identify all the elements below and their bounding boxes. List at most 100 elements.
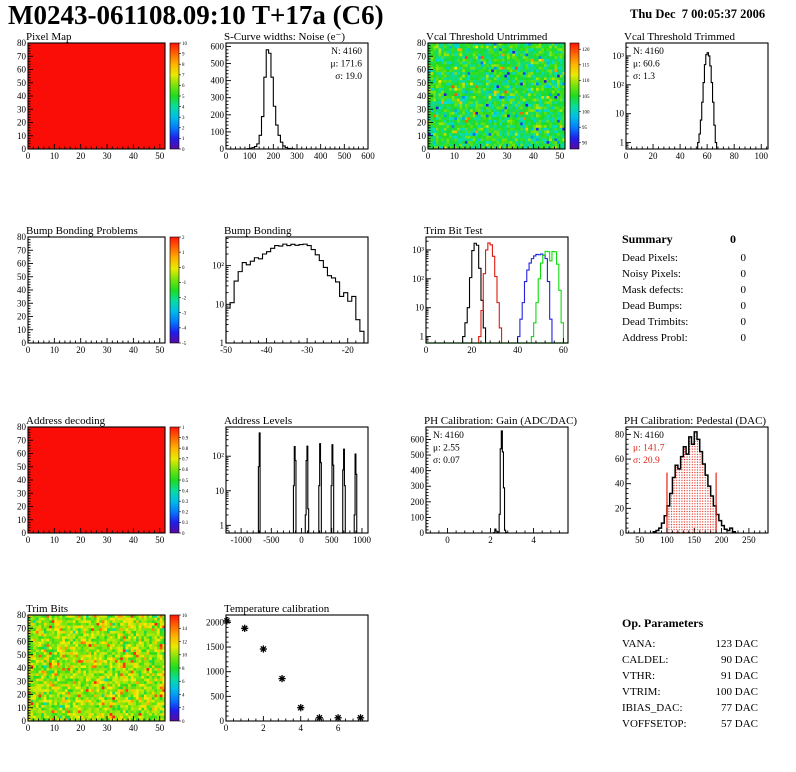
address-decoding-ytick: 60 bbox=[17, 449, 27, 459]
summary-label: Dead Trimbits: bbox=[622, 316, 689, 328]
vcal-threshold-trimmed-ytick: 10 bbox=[615, 109, 625, 119]
address-decoding-colorbar-label: 1 bbox=[182, 426, 185, 431]
vcal-threshold-untrimmed-colorbar-label: 95 bbox=[582, 126, 588, 131]
ph-calibration-pedestal-xtick: 150 bbox=[688, 535, 702, 545]
bump-bonding-problems-colorbar-label: -5 bbox=[182, 342, 187, 347]
ph-calibration-gain-ytick: 400 bbox=[411, 466, 425, 476]
bump-bonding-problems-ytick: 70 bbox=[17, 245, 27, 255]
trim-bit-test-series-2 bbox=[517, 253, 553, 343]
temperature-calibration-ytick: 500 bbox=[211, 691, 225, 701]
op-parameter-value: 123 DAC bbox=[715, 638, 758, 650]
temperature-calibration-ytick: 1500 bbox=[206, 642, 225, 652]
address-decoding-xtick: 20 bbox=[76, 535, 86, 545]
trim-bits-ytick: 50 bbox=[17, 650, 27, 660]
pixel-map-ytick: 60 bbox=[17, 65, 27, 75]
summary-value: 0 bbox=[740, 252, 747, 264]
ph-calibration-gain-stat: N: 4160 bbox=[433, 431, 464, 441]
ph-calibration-gain-ytick: 200 bbox=[411, 497, 425, 507]
op-parameter-value: 57 DAC bbox=[721, 718, 758, 730]
pixel-map-xtick: 40 bbox=[129, 151, 139, 161]
scurve-noise-stat: μ: 171.6 bbox=[331, 60, 363, 70]
bump-bonding-problems-title: Bump Bonding Problems bbox=[26, 225, 138, 237]
data-point-asterisk bbox=[357, 714, 364, 721]
op-parameter-value: 90 DAC bbox=[721, 654, 758, 666]
address-levels-xtick: -1000 bbox=[231, 535, 252, 545]
address-decoding-colorbar-label: 0.8 bbox=[182, 447, 189, 452]
ph-calibration-pedestal-stat: N: 4160 bbox=[633, 431, 664, 441]
summary-row: Mask defects: 0 bbox=[622, 282, 746, 298]
bump-bonding-problems-ytick: 10 bbox=[17, 325, 27, 335]
bump-bonding-problems-xtick: 20 bbox=[76, 345, 86, 355]
pixel-map-ytick: 0 bbox=[22, 144, 27, 154]
bump-bonding-problems-ytick: 40 bbox=[17, 285, 27, 295]
vcal-threshold-untrimmed-ytick: 20 bbox=[417, 118, 427, 128]
pixel-map-ytick: 40 bbox=[17, 91, 27, 101]
chart-vcal-threshold-untrimmed: Vcal Threshold Untrimmed1201151101051009… bbox=[417, 31, 590, 161]
vcal-threshold-untrimmed-colorbar-label: 115 bbox=[582, 64, 590, 69]
trim-bits-colorbar-label: 4 bbox=[182, 693, 185, 698]
trim-bits-title: Trim Bits bbox=[26, 603, 68, 615]
ph-calibration-gain-title: PH Calibration: Gain (ADC/DAC) bbox=[424, 415, 577, 427]
ph-calibration-pedestal-ytick: 0 bbox=[620, 528, 625, 538]
ph-calibration-pedestal-stat: μ: 141.7 bbox=[633, 444, 665, 454]
address-decoding-ytick: 80 bbox=[17, 422, 27, 432]
trim-bits-colorbar-label: 12 bbox=[182, 640, 188, 645]
bump-bonding-problems-colorbar bbox=[169, 236, 180, 344]
address-decoding-colorbar-label: 0.7 bbox=[182, 458, 189, 463]
pixel-map-xtick: 30 bbox=[103, 151, 113, 161]
pixel-map-colorbar-label: 0 bbox=[182, 148, 185, 153]
scurve-noise-ytick: 500 bbox=[211, 59, 225, 69]
chart-bump-bonding: Bump Bonding -50 -40 -30 -20 1 10 10² bbox=[212, 225, 369, 355]
trim-bit-test-ytick: 10 bbox=[415, 303, 425, 313]
bump-bonding-problems-xtick: 30 bbox=[103, 345, 113, 355]
timestamp: Thu Dec 7 00:05:37 2006 bbox=[630, 7, 766, 21]
pixel-map-title: Pixel Map bbox=[26, 31, 72, 43]
vcal-threshold-untrimmed-colorbar bbox=[569, 42, 580, 150]
scurve-noise-title: S-Curve widths: Noise (e⁻) bbox=[224, 31, 345, 43]
bump-bonding-problems-colorbar-label: -1 bbox=[182, 281, 187, 286]
vcal-threshold-trimmed-xtick: 60 bbox=[703, 151, 713, 161]
summary-value: 0 bbox=[740, 284, 747, 296]
bump-bonding-xtick: -30 bbox=[301, 345, 313, 355]
vcal-threshold-untrimmed-xtick: 30 bbox=[503, 151, 513, 161]
ph-calibration-pedestal-xtick: 200 bbox=[715, 535, 729, 545]
temperature-calibration-xtick: 4 bbox=[298, 723, 303, 733]
op-parameters-heading: Op. Parameters bbox=[622, 616, 704, 630]
trim-bit-test-title: Trim Bit Test bbox=[424, 225, 483, 237]
bump-bonding-xtick: -50 bbox=[220, 345, 232, 355]
bump-bonding-problems-ytick: 80 bbox=[17, 232, 27, 242]
op-parameter-label: VANA: bbox=[622, 638, 656, 650]
vcal-threshold-untrimmed-colorbar-label: 90 bbox=[582, 142, 588, 147]
address-levels-xtick: 1000 bbox=[353, 535, 372, 545]
ph-calibration-pedestal-ytick: 60 bbox=[615, 454, 625, 464]
vcal-threshold-trimmed-title: Vcal Threshold Trimmed bbox=[624, 31, 736, 43]
op-parameter-row: VOFFSETOP: 57 DAC bbox=[622, 716, 758, 732]
pixel-map-colorbar-label: 6 bbox=[182, 84, 185, 89]
ph-calibration-gain-ytick: 600 bbox=[411, 434, 425, 444]
trim-bits-xtick: 30 bbox=[103, 723, 113, 733]
bump-bonding-problems-frame bbox=[27, 236, 166, 344]
pixel-map-ytick: 70 bbox=[17, 51, 27, 61]
bump-bonding-problems-colorbar-label: -3 bbox=[182, 312, 187, 317]
bump-bonding-problems-xtick: 40 bbox=[129, 345, 139, 355]
summary-heading: Summary bbox=[622, 232, 673, 246]
trim-bit-test-xtick: 20 bbox=[467, 345, 477, 355]
vcal-threshold-trimmed-stat: σ: 1.3 bbox=[633, 72, 655, 82]
temperature-calibration-ytick: 0 bbox=[220, 716, 225, 726]
bump-bonding-problems-ytick: 60 bbox=[17, 259, 27, 269]
summary-label: Dead Bumps: bbox=[622, 300, 683, 312]
trim-bits-ytick: 40 bbox=[17, 663, 27, 673]
chart-trim-bit-test: Trim Bit Test 0 20 40 60 1 10 10² 10³ bbox=[412, 225, 569, 355]
address-decoding-ytick: 0 bbox=[22, 528, 27, 538]
trim-bits-xtick: 20 bbox=[76, 723, 86, 733]
op-parameter-value: 100 DAC bbox=[715, 686, 758, 698]
vcal-threshold-untrimmed-title: Vcal Threshold Untrimmed bbox=[426, 31, 548, 43]
vcal-threshold-trimmed-xtick: 20 bbox=[649, 151, 659, 161]
pixel-map-colorbar-label: 9 bbox=[182, 52, 185, 57]
vcal-threshold-untrimmed-ytick: 0 bbox=[422, 144, 427, 154]
address-decoding-ytick: 30 bbox=[17, 488, 27, 498]
ph-calibration-pedestal-stat: σ: 20.9 bbox=[633, 456, 660, 466]
address-decoding-colorbar-label: 0.2 bbox=[182, 511, 189, 516]
bump-bonding-ytick: 10² bbox=[212, 261, 224, 271]
